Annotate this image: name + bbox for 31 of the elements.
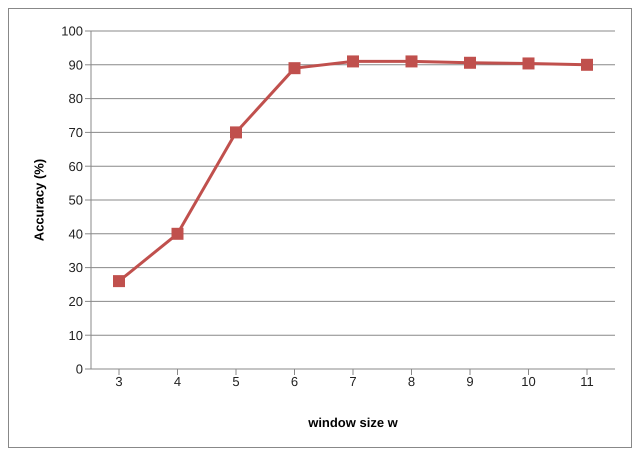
point [406,55,418,68]
y-tick-label: 10 [68,328,83,343]
y-tick-label: 0 [76,362,83,377]
x-tick-label: 4 [174,374,182,390]
y-tick-label: 50 [68,192,83,208]
point [522,57,534,70]
x-tick-label: 5 [232,374,240,390]
point [230,126,242,138]
point [288,62,300,74]
y-tick-label: 70 [68,125,83,140]
y-tick-label: 80 [68,91,83,106]
point [113,275,125,288]
y-tick-label: 60 [68,158,83,174]
y-tick-label: 20 [68,294,83,310]
point [347,55,359,68]
y-tick-label: 40 [68,226,83,242]
x-tick-label: 7 [349,374,357,390]
y-tick-label: 30 [68,260,83,276]
y-axis-title: Accuracy (%) [32,158,47,242]
point [172,228,184,240]
x-tick-label: 11 [580,374,594,390]
y-tick-label: 90 [68,57,83,72]
point [581,58,593,71]
point [464,56,476,69]
x-tick-label: 8 [408,374,416,390]
y-tick-label: 100 [61,24,83,39]
x-tick-label: 3 [115,374,123,390]
x-tick-label: 6 [290,374,298,390]
x-tick-label: 10 [521,374,536,390]
x-tick-label: 9 [466,374,474,390]
x-axis-title: window size w [307,415,399,430]
